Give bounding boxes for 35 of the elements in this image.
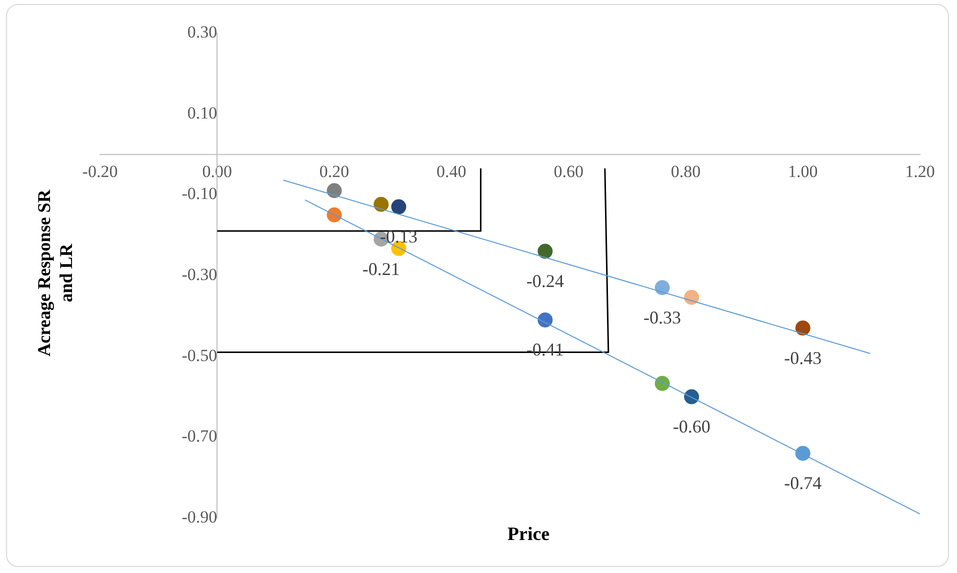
point <box>684 290 700 305</box>
data-label: -0.24 <box>526 270 564 291</box>
x-axis-title: Price <box>507 524 550 545</box>
point <box>654 280 670 296</box>
point <box>538 312 553 328</box>
point <box>326 183 342 198</box>
x-tick-label: 0.60 <box>554 162 584 181</box>
data-label: -0.43 <box>784 348 822 368</box>
x-tick-label: 0.40 <box>436 162 466 181</box>
y-tick-label: -0.30 <box>182 264 218 284</box>
y-tick-label: -0.90 <box>182 507 218 526</box>
point <box>538 244 553 259</box>
data-label: -0.13 <box>380 226 418 247</box>
point <box>654 376 670 391</box>
point <box>326 207 342 222</box>
point <box>391 199 406 214</box>
x-tick-label: 0.20 <box>319 162 350 181</box>
point <box>795 320 810 336</box>
x-tick-label: 1.00 <box>788 162 818 181</box>
point <box>374 196 389 212</box>
point <box>795 446 810 461</box>
x-tick-label: 1.20 <box>905 162 935 181</box>
data-label: -0.60 <box>672 416 710 436</box>
data-label: -0.74 <box>784 473 822 494</box>
y-tick-label: 0.30 <box>187 22 218 42</box>
y-tick-label: -0.70 <box>182 426 218 446</box>
y-tick-label: 0.10 <box>187 103 218 122</box>
data-label: -0.33 <box>644 307 682 328</box>
data-label: -0.21 <box>362 258 400 279</box>
y-tick-label: -0.50 <box>182 346 218 365</box>
point <box>684 389 700 404</box>
x-tick-label: -0.20 <box>82 162 118 181</box>
y-tick-label: -0.10 <box>182 184 218 204</box>
y-axis-title: Acreage Response SR and LR <box>33 188 77 358</box>
x-tick-label: 0.80 <box>670 162 701 181</box>
